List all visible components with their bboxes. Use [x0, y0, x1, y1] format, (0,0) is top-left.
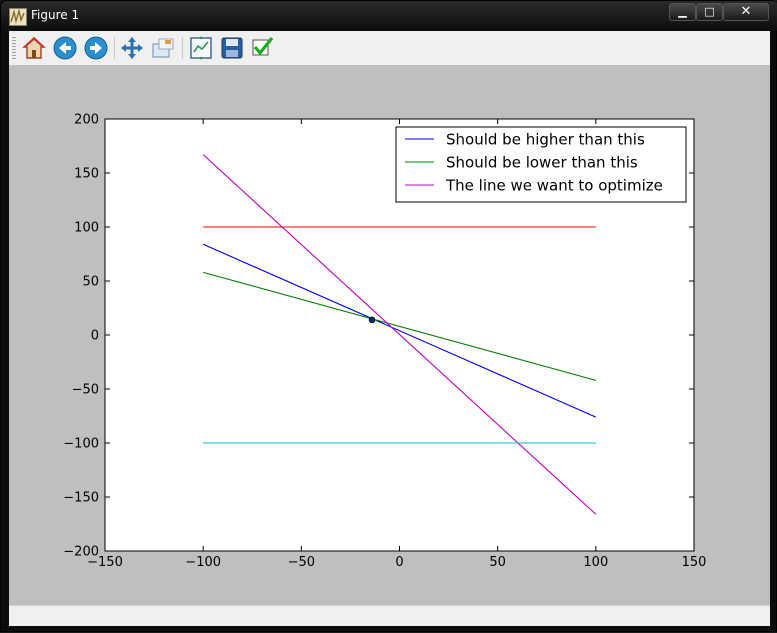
y-tick-label: −200	[63, 545, 99, 560]
pan-icon	[121, 37, 143, 59]
zoom-button[interactable]	[150, 35, 176, 61]
x-tick-label: 0	[395, 555, 403, 570]
y-tick-label: 100	[74, 221, 99, 236]
series-line-1	[203, 271, 596, 381]
legend-label: Should be lower than this	[446, 154, 638, 172]
maximize-button[interactable]: □	[696, 3, 723, 21]
legend-label: Should be higher than this	[446, 131, 645, 149]
y-tick-label: −100	[63, 437, 99, 452]
x-tick-label: −50	[288, 555, 315, 570]
status-bar	[9, 605, 770, 626]
legend-label: The line we want to optimize	[445, 177, 663, 195]
toolbar-separator	[182, 37, 183, 59]
check-icon	[252, 37, 274, 56]
y-tick-label: 50	[82, 275, 99, 290]
data-point	[368, 316, 376, 324]
save-button[interactable]	[219, 35, 245, 61]
matplotlib-app-icon	[9, 8, 27, 26]
y-tick-label: −150	[63, 491, 99, 506]
forward-button[interactable]	[83, 35, 109, 61]
x-tick-label: −150	[87, 555, 123, 570]
back-icon	[53, 36, 77, 60]
x-tick-label: 100	[583, 555, 608, 570]
toolbar-grip[interactable]	[12, 37, 16, 59]
save-icon	[221, 37, 243, 59]
axes-frame	[104, 118, 695, 552]
home-icon	[22, 37, 46, 59]
y-tick-label: −50	[72, 383, 99, 398]
pan-button[interactable]	[119, 35, 145, 61]
minimize-button[interactable]: ▁	[669, 3, 696, 21]
window-title: Figure 1	[31, 8, 80, 22]
series-line-0	[202, 243, 597, 418]
x-tick-label: 150	[682, 555, 707, 570]
title-bar[interactable]: Figure 1 ▁ □ ✕	[1, 1, 777, 31]
x-tick-label: −100	[185, 555, 221, 570]
legend-box	[395, 126, 687, 203]
edit-parameters-button[interactable]	[250, 35, 276, 61]
series-line-2	[202, 154, 597, 515]
configure-subplots-button[interactable]	[188, 35, 214, 61]
home-button[interactable]	[21, 35, 47, 61]
close-button[interactable]: ✕	[723, 3, 769, 21]
y-tick-label: 0	[91, 329, 99, 344]
zoom-icon	[152, 38, 174, 58]
toolbar-separator	[114, 37, 115, 59]
subplots-icon	[190, 36, 212, 60]
back-button[interactable]	[52, 35, 78, 61]
forward-icon	[84, 36, 108, 60]
y-tick-label: 200	[74, 113, 99, 128]
y-tick-label: 150	[74, 167, 99, 182]
x-tick-label: 50	[489, 555, 506, 570]
